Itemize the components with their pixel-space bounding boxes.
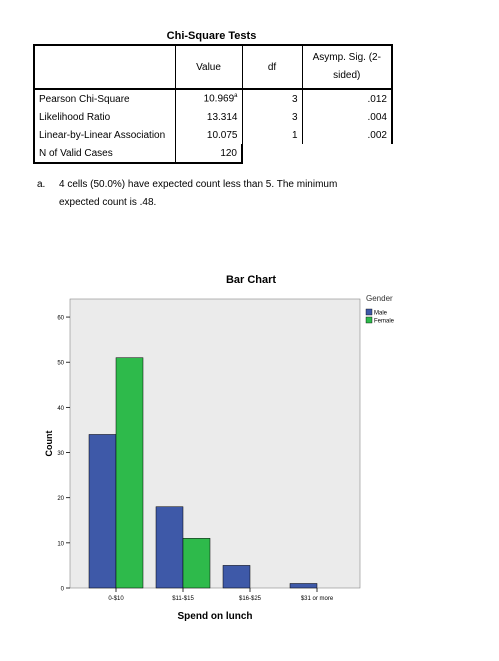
- bar-male-2: [222, 565, 251, 589]
- row-sig: .002: [302, 126, 393, 144]
- x-tick-label: $11-$15: [172, 596, 194, 602]
- bar-chart-svg: Bar Chart 0 10 20 30 40 50 60 Count 0-$10 $11-$15 $…: [44, 274, 395, 622]
- bar-male-1: [155, 506, 184, 589]
- y-tick-label: 10: [57, 541, 64, 547]
- table-title: Chi-Square Tests: [166, 30, 257, 42]
- legend-label-male: Male: [374, 311, 388, 317]
- row-value: 10.969a: [175, 89, 243, 108]
- table-row: Likelihood Ratio 13.314 3 .004: [33, 108, 393, 126]
- table-header-row: Value df Asymp. Sig. (2-sided): [33, 44, 393, 90]
- y-tick-label: 30: [57, 451, 64, 457]
- header-value: Value: [175, 44, 243, 90]
- row-label: Linear-by-Linear Association: [33, 126, 176, 144]
- row-label: Pearson Chi-Square: [33, 89, 176, 108]
- row-value: 13.314: [175, 108, 243, 126]
- y-tick-label: 0: [61, 587, 65, 593]
- bar-female-0: [115, 357, 144, 589]
- table-row: N of Valid Cases 120: [33, 144, 392, 164]
- row-df: 3: [242, 89, 303, 108]
- row-label: N of Valid Cases: [33, 144, 176, 164]
- x-tick-label: $16-$25: [239, 596, 262, 602]
- x-axis-label: Spend on lunch: [178, 611, 253, 622]
- footnote-text-line2: expected count is .48.: [59, 197, 157, 208]
- bar-male-3: [289, 583, 318, 589]
- bar-male-0: [88, 434, 117, 589]
- row-df: 3: [242, 108, 303, 126]
- legend-label-female: Female: [374, 319, 395, 325]
- x-tick-label: 0-$10: [108, 596, 124, 602]
- legend-title: Gender: [366, 294, 393, 303]
- bar-female-1: [182, 538, 211, 589]
- x-tick-label: $31 or more: [301, 596, 334, 602]
- table-row: Pearson Chi-Square 10.969a 3 .012: [33, 89, 393, 108]
- y-tick-label: 40: [57, 406, 64, 412]
- bar-chart: Bar Chart 0 10 20 30 40 50 60 Count 0-$10 $11-$15 $…: [38, 270, 458, 635]
- table-footnote: a. 4 cells (50.0%) have expected count le…: [37, 176, 337, 212]
- y-axis-label: Count: [44, 431, 54, 457]
- row-df: 1: [242, 126, 303, 144]
- table-row: Linear-by-Linear Association 10.075 1 .0…: [33, 126, 393, 144]
- header-df: df: [242, 44, 303, 90]
- header-sig: Asymp. Sig. (2-sided): [302, 44, 393, 90]
- row-value: 120: [175, 144, 243, 164]
- legend-swatch-female: [365, 316, 373, 324]
- row-sig: .004: [302, 108, 393, 126]
- footnote-text-line1: 4 cells (50.0%) have expected count less…: [59, 179, 338, 190]
- chart-title: Bar Chart: [226, 274, 276, 286]
- row-df: [242, 144, 302, 163]
- row-label: Likelihood Ratio: [33, 108, 176, 126]
- header-corner-cell: [33, 44, 176, 90]
- y-tick-label: 50: [57, 361, 64, 367]
- legend-swatch-male: [365, 308, 373, 316]
- chi-square-table: Value df Asymp. Sig. (2-sided) Pearson C…: [33, 44, 393, 164]
- row-sig: [302, 144, 392, 163]
- footnote-label: a.: [37, 179, 46, 190]
- row-value: 10.075: [175, 126, 243, 144]
- footnote-marker: a: [234, 93, 238, 100]
- y-tick-label: 60: [57, 316, 64, 322]
- y-tick-label: 20: [57, 496, 64, 502]
- row-sig: .012: [302, 89, 393, 108]
